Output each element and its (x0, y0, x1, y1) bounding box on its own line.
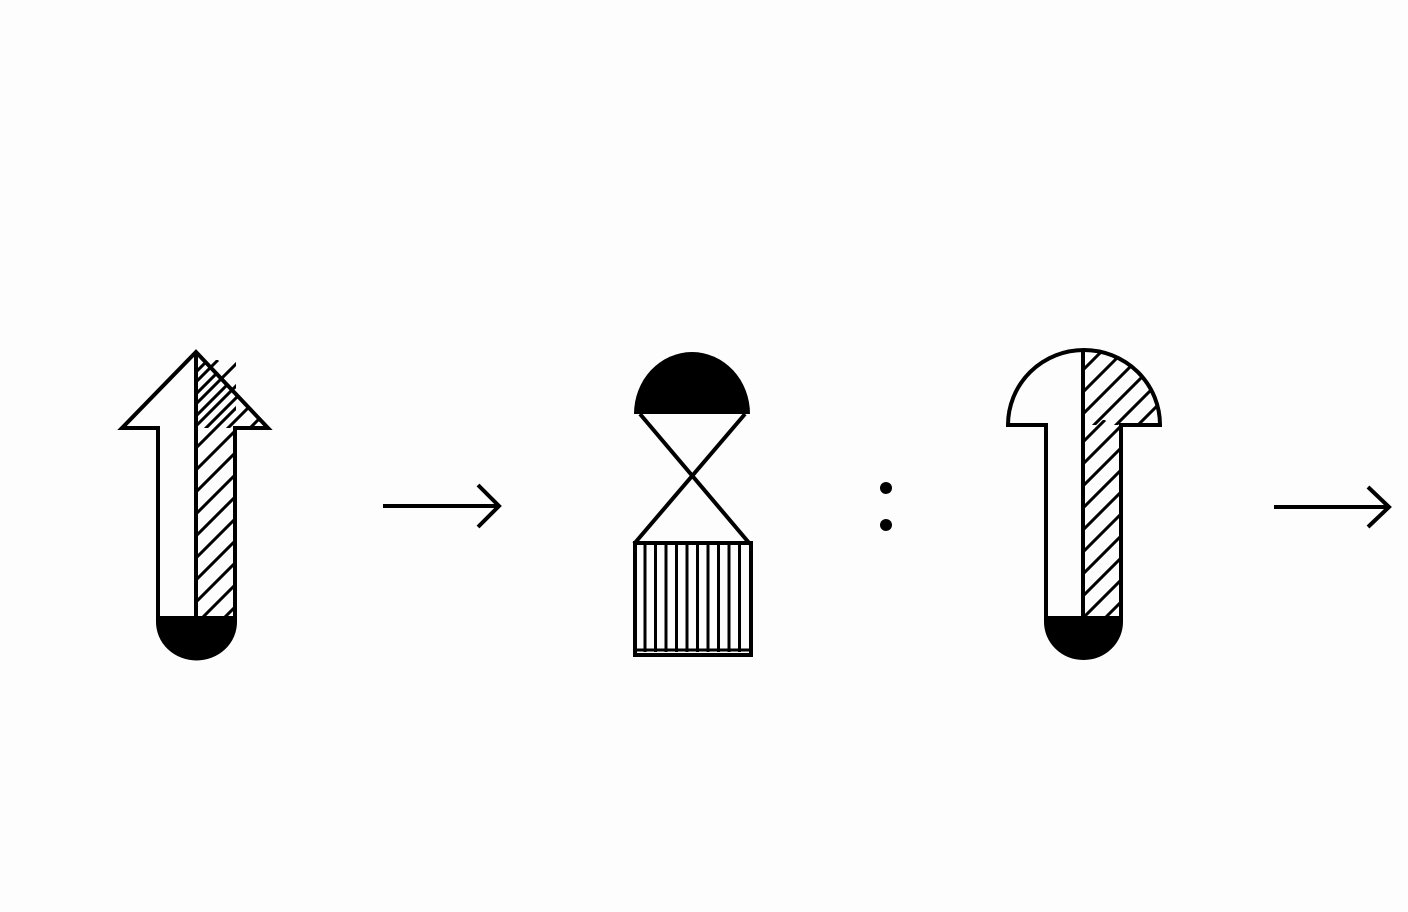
hatch-line (1112, 350, 1160, 425)
cross-line-right (632, 412, 747, 546)
solid-dome (634, 352, 750, 414)
hatch-line (1213, 420, 1408, 620)
colon-separator (880, 482, 892, 531)
right-arrow-connector-2 (1274, 485, 1392, 529)
hatch-line (1083, 445, 1121, 489)
hatch-line (196, 360, 220, 385)
hatch-line (1125, 420, 1325, 620)
mushroom-shaft-symbol (1005, 348, 1408, 660)
hatch-line (1083, 423, 1121, 467)
hatch-line (196, 559, 236, 605)
hatch-line (374, 360, 636, 622)
hatch-line (1101, 599, 1121, 620)
hatch-line (1134, 350, 1160, 425)
hatch-line (1083, 533, 1121, 577)
hatch-line (224, 352, 268, 428)
hatch-line (1083, 555, 1121, 599)
mushroom-outline (1005, 348, 1163, 660)
arrow-outline (117, 349, 273, 661)
hourglass-symbol (632, 352, 753, 657)
hatch-line (196, 405, 236, 451)
hatch-line (1224, 348, 1303, 427)
hatch-line (1169, 420, 1369, 620)
hatch-line (196, 427, 236, 473)
hatch-line (1083, 420, 1085, 423)
hatch-line (336, 350, 416, 430)
hatch-line (1083, 489, 1121, 533)
hatch-line (1180, 348, 1259, 427)
hatch-line (1202, 348, 1281, 427)
hatch-line (1083, 511, 1121, 555)
hatch-line (314, 350, 394, 430)
hatch-line (1257, 420, 1408, 620)
hatch-line (292, 350, 372, 430)
hatch-line (196, 515, 236, 561)
hatch-line (1235, 420, 1408, 620)
hatch-line (270, 350, 350, 430)
vertical-stripes-fill (643, 544, 741, 652)
hatch-line (1301, 420, 1408, 620)
hatch-line (1083, 467, 1121, 511)
hatch-line (330, 360, 592, 622)
cross-line-left (638, 412, 752, 546)
right-arrow-connector-1 (383, 483, 502, 529)
shaft-hatch-fill (1083, 420, 1408, 620)
hatch-line (1083, 420, 1107, 445)
solid-bottom-cap (158, 618, 235, 659)
hatch-line (1147, 420, 1347, 620)
hatch-line (1083, 577, 1121, 620)
hatch-line (242, 360, 504, 622)
hatch-line (196, 537, 236, 583)
hatch-line (1279, 420, 1408, 620)
hatch-line (196, 360, 198, 363)
hatch-line (196, 471, 236, 517)
solid-bottom-cap (1046, 618, 1121, 658)
hatch-line (196, 383, 236, 429)
hatch-line (286, 360, 548, 622)
hatch-line (1083, 350, 1107, 425)
hatch-line (1191, 420, 1391, 620)
hatch-line (308, 360, 570, 622)
striped-box-outline (633, 541, 753, 657)
hatch-line (1083, 350, 1129, 425)
hatch-line (1156, 350, 1160, 425)
hatch-line (396, 360, 658, 622)
hatch-line (196, 581, 236, 622)
hatch-line (196, 361, 236, 407)
hatch-line (218, 603, 236, 622)
